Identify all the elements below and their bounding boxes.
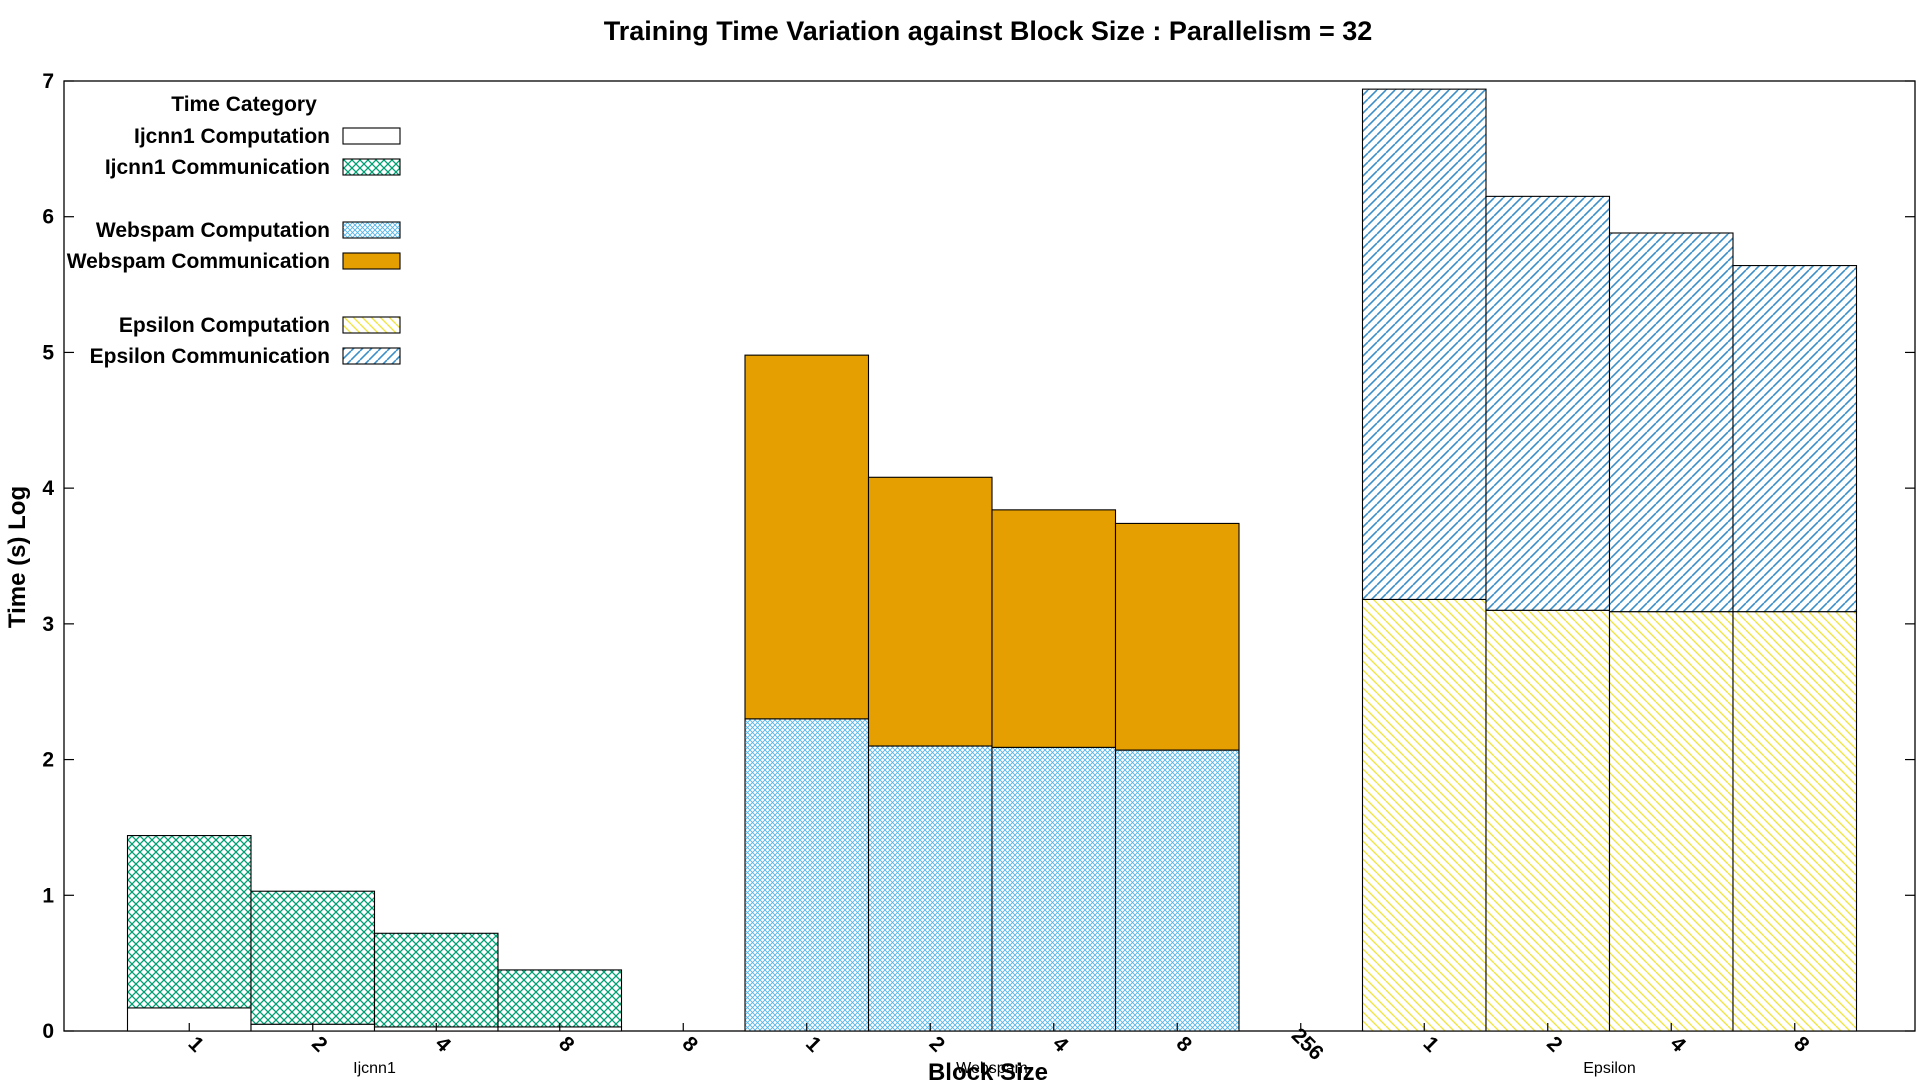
x-tick-label: 2: [1542, 1032, 1567, 1057]
x-tick-label: 8: [554, 1032, 579, 1057]
x-axis-label: Block Size: [928, 1059, 1048, 1080]
legend: Time Category Ijcnn1 Computation Ijcnn1 Co…: [67, 93, 401, 368]
legend-entry-label: Epsilon Computation: [119, 314, 330, 337]
legend-swatch: [342, 252, 401, 270]
bar-webspam-computation-1: [744, 718, 870, 1032]
bar-ijcnn1-communication-2: [250, 890, 376, 1025]
x-tick-label: 2: [925, 1032, 950, 1057]
x-tick-label: 8: [1172, 1032, 1197, 1057]
y-tick-label: 6: [42, 206, 54, 229]
x-tick-label: 4: [1666, 1032, 1691, 1057]
x-tick-label: 2: [307, 1032, 332, 1057]
group-label-webspam: Webspam: [956, 1060, 1028, 1077]
group-label-epsilon: Epsilon: [1583, 1060, 1635, 1077]
chart-title: Training Time Variation against Block Si…: [604, 16, 1373, 46]
x-tick-label: 1: [184, 1032, 209, 1057]
bar-webspam-communication-2: [867, 476, 993, 747]
y-tick-label: 7: [42, 70, 54, 93]
bar-webspam-computation-4: [991, 746, 1117, 1032]
bar-ijcnn1-communication-8: [497, 969, 623, 1028]
bar-epsilon-communication-8: [1732, 265, 1858, 613]
bar-epsilon-computation-8: [1732, 611, 1858, 1032]
x-tick-label: 4: [1048, 1032, 1073, 1057]
legend-entry-label: Webspam Communication: [67, 250, 330, 273]
bar-ijcnn1-communication-4: [373, 932, 499, 1028]
x-tick-label: 1: [801, 1032, 826, 1057]
y-axis-label: Time (s) Log: [4, 486, 31, 628]
x-tick-label: 1: [1419, 1032, 1444, 1057]
legend-entry-label: Ijcnn1 Communication: [105, 156, 330, 179]
y-tick-label: 1: [42, 884, 54, 907]
bar-webspam-computation-2: [867, 745, 993, 1032]
x-tick-label: 256: [1287, 1024, 1328, 1065]
legend-title: Time Category: [171, 93, 317, 116]
y-tick-label: 5: [42, 341, 54, 364]
legend-swatch: [342, 347, 401, 365]
bar-epsilon-computation-1: [1361, 598, 1487, 1032]
x-tick-label: 8: [1789, 1032, 1814, 1057]
bar-epsilon-communication-4: [1608, 232, 1734, 613]
bar-epsilon-communication-1: [1361, 88, 1487, 600]
legend-swatch: [342, 158, 401, 176]
bar-webspam-communication-1: [744, 354, 870, 720]
y-tick-label: 0: [42, 1020, 54, 1043]
bar-webspam-communication-4: [991, 509, 1117, 748]
x-tick-label: 4: [431, 1032, 456, 1057]
bar-webspam-communication-8: [1114, 522, 1240, 751]
x-tick-label: 8: [678, 1032, 703, 1057]
bar-ijcnn1-communication-1: [126, 835, 252, 1009]
y-tick-label: 3: [42, 613, 54, 636]
group-label-ijcnn1: Ijcnn1: [353, 1060, 396, 1077]
legend-entry-label: Epsilon Communication: [90, 345, 330, 368]
y-tick-label: 4: [42, 477, 54, 500]
bar-epsilon-computation-4: [1608, 611, 1734, 1032]
legend-swatch: [342, 316, 401, 334]
bar-epsilon-communication-2: [1485, 195, 1611, 611]
bar-webspam-computation-8: [1114, 749, 1240, 1032]
y-tick-label: 2: [42, 749, 54, 772]
bar-epsilon-computation-2: [1485, 609, 1611, 1032]
legend-swatch: [342, 127, 401, 145]
legend-swatch: [342, 221, 401, 239]
legend-entry-label: Ijcnn1 Computation: [134, 125, 330, 148]
legend-entry-label: Webspam Computation: [96, 219, 330, 242]
